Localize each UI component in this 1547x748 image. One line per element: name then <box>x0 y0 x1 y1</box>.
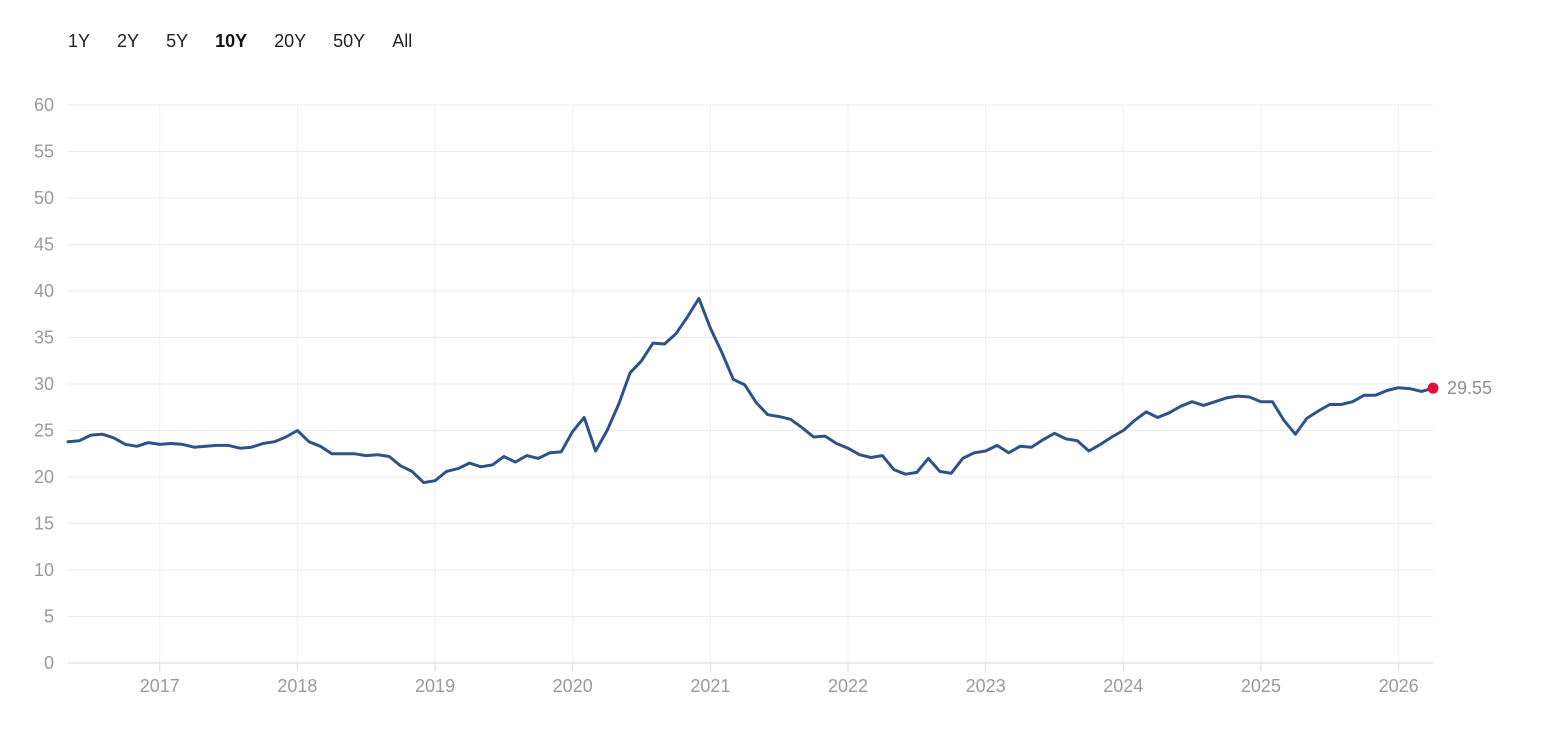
x-tick-label: 2019 <box>415 676 455 696</box>
x-tick-label: 2021 <box>690 676 730 696</box>
range-option-all[interactable]: All <box>392 31 413 51</box>
range-option-1y[interactable]: 1Y <box>68 31 91 51</box>
grid-lines <box>68 104 1433 664</box>
range-option-20y[interactable]: 20Y <box>274 31 307 51</box>
x-tick-label: 2026 <box>1379 676 1419 696</box>
x-tick-label: 2025 <box>1241 676 1281 696</box>
y-tick-label: 15 <box>34 514 54 534</box>
x-tick-label: 2020 <box>553 676 593 696</box>
y-tick-label: 50 <box>34 188 54 208</box>
range-selector: 1Y 2Y 5Y 10Y 20Y 50Y All <box>68 30 439 52</box>
y-tick-label: 35 <box>34 328 54 348</box>
y-tick-label: 55 <box>34 142 54 162</box>
range-option-50y[interactable]: 50Y <box>333 31 366 51</box>
y-tick-label: 40 <box>34 281 54 301</box>
series-line <box>66 296 1435 485</box>
data-series: 29.55 <box>66 296 1492 485</box>
x-tick-label: 2022 <box>828 676 868 696</box>
range-option-10y[interactable]: 10Y <box>215 31 248 51</box>
y-tick-label: 25 <box>34 421 54 441</box>
x-axis: 2017 2018 2019 2020 2021 2022 2023 2024 2025 2026 <box>68 662 1433 696</box>
y-tick-label: 5 <box>44 607 54 627</box>
x-tick-label: 2023 <box>966 676 1006 696</box>
y-tick-label: 60 <box>34 95 54 115</box>
x-tick-label: 2024 <box>1103 676 1143 696</box>
y-tick-label: 45 <box>34 235 54 255</box>
y-tick-label: 10 <box>34 560 54 580</box>
last-value-label: 29.55 <box>1447 378 1492 398</box>
y-tick-label: 30 <box>34 374 54 394</box>
y-tick-label: 20 <box>34 467 54 487</box>
last-point-marker <box>1427 382 1439 394</box>
range-option-2y[interactable]: 2Y <box>117 31 140 51</box>
range-option-5y[interactable]: 5Y <box>166 31 189 51</box>
x-tick-label: 2018 <box>277 676 317 696</box>
y-tick-label: 0 <box>44 653 54 673</box>
y-axis: 0 5 10 15 20 25 30 35 40 45 50 55 60 <box>34 95 54 673</box>
x-tick-label: 2017 <box>140 676 180 696</box>
